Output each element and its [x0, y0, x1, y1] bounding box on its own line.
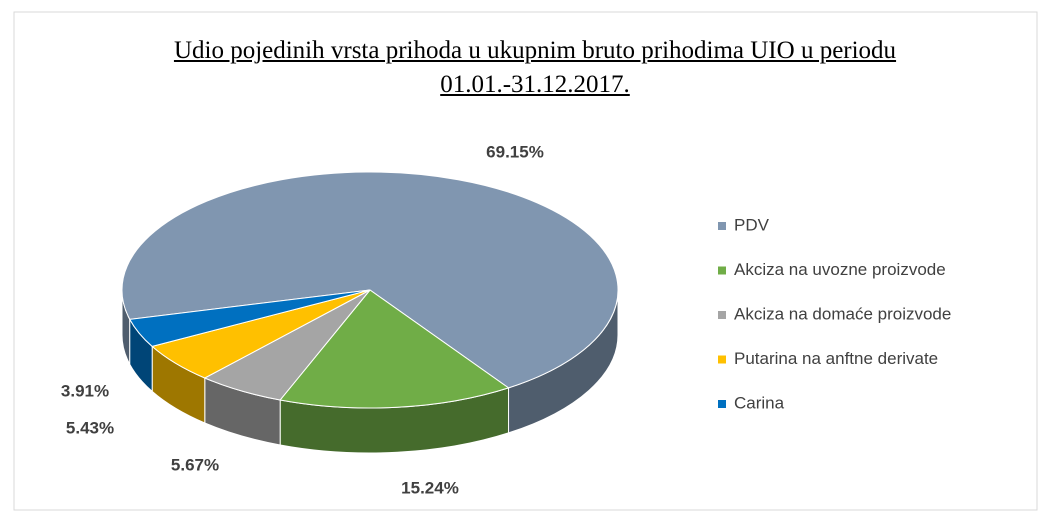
pie-slice — [121, 171, 619, 389]
data-label: 5.43% — [66, 418, 114, 437]
legend-label: PDV — [734, 215, 770, 234]
data-label: 5.67% — [171, 455, 219, 474]
legend-label: Putarina na anftne derivate — [734, 349, 938, 368]
chart-title: Udio pojedinih vrsta prihoda u ukupnim b… — [173, 37, 897, 98]
legend-label: Carina — [734, 393, 785, 412]
data-label: 15.24% — [401, 478, 459, 497]
legend-marker — [718, 266, 726, 275]
legend-label: Akciza na domaće proizvode — [734, 304, 951, 323]
legend-marker — [718, 400, 726, 408]
legend-marker — [718, 311, 726, 319]
pie-slice — [279, 289, 510, 409]
legend-marker — [718, 355, 726, 364]
legend-label: Akciza na uvozne proizvode — [734, 260, 946, 279]
legend-marker — [718, 222, 726, 230]
data-label: 69.15% — [486, 142, 544, 161]
pie-slice — [129, 289, 371, 347]
data-label: 3.91% — [61, 381, 109, 400]
